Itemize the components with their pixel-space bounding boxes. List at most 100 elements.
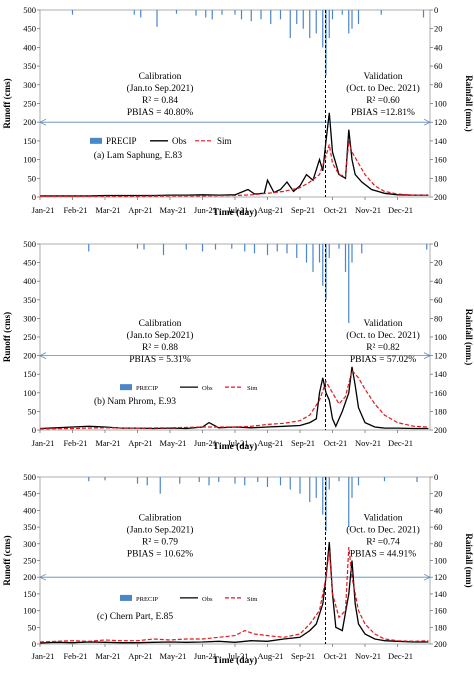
- left-tick-label: 350: [23, 295, 36, 305]
- precip-bar: [253, 244, 256, 254]
- precip-bar: [88, 477, 90, 482]
- validation-text: R² =0.74: [366, 537, 400, 547]
- precip-bar: [279, 477, 282, 486]
- right-axis-title: Rainfall (mm.): [464, 309, 474, 366]
- precip-bar: [299, 477, 301, 494]
- right-tick-label: 0: [434, 472, 438, 482]
- validation-text: PBIAS = 44.91%: [350, 549, 416, 559]
- separator-arrow-right: [423, 352, 431, 359]
- legend-obs-label: Obs: [202, 385, 213, 392]
- right-tick-label: 100: [434, 332, 447, 342]
- right-tick-label: 160: [434, 155, 447, 165]
- right-tick-label: 80: [434, 80, 443, 90]
- left-tick-label: 250: [23, 556, 36, 566]
- precip-bar: [140, 10, 142, 18]
- precip-bar: [309, 477, 311, 503]
- panel-label: (a) Lam Saphung, E.83: [94, 150, 183, 161]
- calibration-text: PBIAS = 5.31%: [129, 355, 191, 365]
- precip-bar: [146, 477, 148, 486]
- precip-bar: [305, 244, 308, 263]
- precip-bar: [322, 244, 324, 286]
- right-tick-label: 100: [434, 99, 447, 109]
- x-tick-label: Jan-21: [32, 651, 55, 661]
- x-tick-label: Mar-21: [95, 205, 120, 215]
- precip-bar: [341, 10, 343, 15]
- precip-bar: [286, 244, 288, 254]
- precip-bar: [344, 244, 347, 272]
- left-tick-label: 400: [23, 505, 36, 515]
- calibration-text: (Jan.to Sep.2021): [127, 524, 194, 535]
- validation-text: R² =0.60: [366, 96, 400, 106]
- right-tick-label: 60: [434, 522, 443, 532]
- left-tick-label: 450: [23, 258, 36, 268]
- sim-line: [39, 547, 429, 643]
- x-axis-title: Time (day): [213, 207, 257, 218]
- right-axis-title: Rainfall (mm.): [464, 75, 474, 132]
- x-tick-label: Jun-21: [194, 651, 217, 661]
- precip-bar: [231, 244, 233, 249]
- precip-bar: [351, 244, 353, 263]
- precip-bar: [357, 477, 360, 486]
- legend-obs-label: Obs: [202, 596, 213, 603]
- x-tick-label: Jun-21: [194, 438, 217, 448]
- x-tick-label: Oct-21: [324, 438, 348, 448]
- calibration-text: PBIAS = 40.80%: [127, 108, 193, 118]
- precip-bar: [260, 10, 262, 20]
- precip-bar: [338, 244, 340, 249]
- separator-arrow-left: [39, 573, 47, 581]
- validation-text: (Oct. to Dec. 2021): [346, 83, 420, 94]
- left-tick-label: 400: [23, 42, 36, 52]
- precip-bar: [361, 244, 363, 254]
- x-tick-label: Dec-21: [388, 205, 413, 215]
- right-tick-label: 80: [434, 313, 443, 323]
- precip-bar: [250, 10, 252, 22]
- precip-bar: [331, 10, 334, 20]
- x-tick-label: Apr-21: [128, 438, 152, 448]
- validation-text: Validation: [363, 319, 402, 329]
- left-tick-label: 200: [23, 572, 36, 582]
- calibration-text: (Jan.to Sep.2021): [127, 83, 194, 94]
- precip-bar: [104, 477, 106, 481]
- separator-arrow-left: [39, 352, 47, 359]
- precip-bar: [289, 10, 291, 39]
- left-axis-title: Runoff (cms): [2, 535, 12, 585]
- validation-text: PBIAS = 57.02%: [350, 355, 416, 365]
- right-tick-label: 120: [434, 117, 447, 127]
- left-tick-label: 200: [23, 351, 36, 361]
- precip-bar: [422, 10, 425, 18]
- right-tick-label: 80: [434, 539, 443, 549]
- right-tick-label: 120: [434, 351, 447, 361]
- right-tick-label: 140: [434, 136, 447, 146]
- precip-bar: [279, 10, 282, 20]
- precip-bar: [159, 477, 161, 494]
- left-tick-label: 500: [23, 239, 36, 249]
- legend-precip-swatch: [90, 137, 102, 144]
- left-tick-label: 0: [32, 639, 36, 649]
- precip-bar: [416, 477, 418, 483]
- right-tick-label: 20: [434, 24, 443, 34]
- calibration-text: PBIAS = 10.62%: [127, 549, 193, 559]
- precip-bar: [276, 244, 278, 252]
- right-axis-title: Rainfall (mm): [464, 533, 474, 587]
- precip-bar: [266, 244, 269, 256]
- right-tick-label: 60: [434, 61, 443, 71]
- precip-bar: [71, 10, 74, 15]
- left-tick-label: 100: [23, 606, 36, 616]
- calibration-text: R² = 0.84: [142, 96, 178, 106]
- precip-bar: [351, 10, 353, 29]
- obs-line: [40, 112, 429, 197]
- x-tick-label: Aug-21: [258, 438, 284, 448]
- precip-bar: [380, 10, 382, 15]
- validation-text: R² =0.82: [366, 343, 400, 353]
- left-tick-label: 50: [28, 622, 37, 632]
- left-tick-label: 350: [23, 61, 36, 71]
- precip-bar: [328, 477, 330, 490]
- precip-bar: [244, 244, 246, 252]
- precip-bar: [315, 477, 317, 498]
- left-tick-label: 50: [28, 406, 37, 416]
- left-tick-label: 500: [23, 5, 36, 15]
- precip-bar: [208, 477, 210, 486]
- left-axis-title: Runoff (cms): [2, 78, 12, 128]
- precip-bar: [156, 10, 158, 27]
